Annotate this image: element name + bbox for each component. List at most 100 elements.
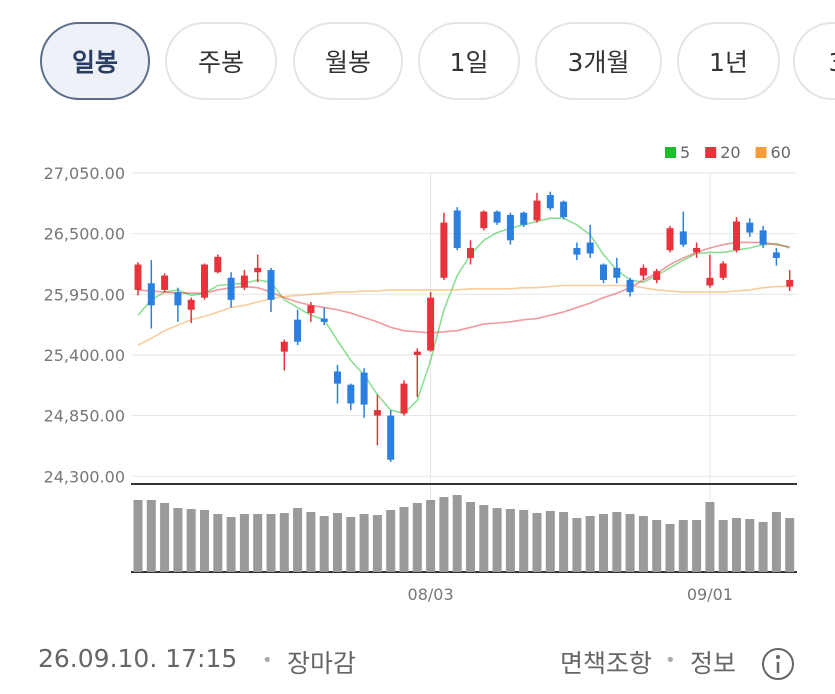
y-tick-label: 26,500.00 (44, 225, 125, 244)
candle-body (626, 279, 634, 293)
moving-average-line (137, 284, 790, 346)
volume-bar (399, 507, 409, 572)
volume-bar (758, 522, 768, 572)
volume-bar (266, 514, 276, 572)
volume-bar (452, 495, 462, 572)
candle-body (440, 222, 448, 278)
volume-bar (133, 500, 143, 572)
candle-body (453, 210, 461, 248)
volume-bar (293, 508, 303, 572)
volume-bar (173, 508, 183, 572)
candle-body (294, 319, 302, 342)
candle-body (706, 277, 714, 286)
info-link[interactable]: 정보 (690, 649, 737, 678)
candle-body (201, 264, 208, 298)
candle-body (227, 277, 235, 300)
candle-body (666, 228, 674, 251)
volume-bar (505, 509, 515, 572)
candle-body (679, 231, 687, 245)
candle-body (533, 200, 541, 221)
volume-bar (426, 500, 436, 572)
candle-body (573, 247, 581, 255)
candle-body (400, 383, 408, 414)
volume-bar (771, 512, 781, 572)
chart: 27,050.00 26,500.00 25,950.00 25,400.00 24,8… (44, 143, 797, 604)
volume-bar (200, 510, 209, 572)
candle-body (387, 415, 395, 460)
volume-bar (479, 505, 489, 572)
candle-body (267, 270, 275, 300)
candle-body (307, 305, 315, 314)
candle-body (520, 212, 528, 225)
volume-bar (239, 514, 249, 572)
volume-bar (319, 516, 329, 572)
candle-body (161, 275, 169, 290)
volume-bar (545, 511, 555, 572)
candle-body (546, 195, 554, 209)
candle-body (347, 384, 355, 404)
separator: • (262, 650, 273, 671)
volume-bar (585, 516, 595, 572)
volume-bar (492, 508, 502, 572)
footer: 26.09.10. 17:15 • 장마감 면책조항 • 정보 (0, 640, 835, 686)
candle-body (360, 372, 368, 405)
candle-body (493, 211, 501, 223)
market-status: 장마감 (287, 649, 357, 678)
candle-body (320, 318, 328, 322)
y-tick-label: 24,300.00 (44, 467, 125, 486)
candle-body (334, 371, 341, 384)
x-tick-label: 08/03 (408, 585, 454, 604)
candle-body (187, 299, 195, 310)
volume-bar (160, 503, 170, 572)
period-tab[interactable]: 1일 (418, 22, 520, 100)
candle-body (506, 214, 514, 241)
moving-average-line (137, 217, 790, 415)
volume-bar (665, 524, 675, 572)
candle-body (373, 410, 381, 416)
period-tab[interactable]: 3개월 (535, 22, 662, 100)
volume-bar (412, 503, 422, 572)
volume-bar (372, 515, 382, 572)
volume-bar (213, 514, 223, 572)
volume-bar (306, 512, 316, 572)
candle-body (467, 247, 474, 258)
candle-body (174, 292, 182, 306)
y-tick-label: 27,050.00 (44, 164, 125, 183)
disclaimer-link[interactable]: 면책조항 (560, 649, 653, 678)
volume-bar (745, 519, 755, 572)
period-tab[interactable]: 일봉 (40, 22, 150, 100)
volume-bar (692, 520, 702, 572)
legend-label: 20 (720, 143, 740, 162)
period-tab[interactable]: 주봉 (165, 22, 277, 100)
volume-bar (253, 514, 263, 572)
candle-body (613, 267, 621, 278)
candle-body (586, 242, 594, 254)
volume-bar (678, 520, 688, 572)
candle-body (280, 341, 288, 352)
volume-bar (226, 517, 236, 572)
volume-bar (186, 509, 196, 572)
volume-bar (519, 510, 529, 572)
candle-body (639, 267, 647, 276)
volume-bar (532, 513, 542, 572)
candle-body (240, 275, 248, 288)
legend-label: 60 (771, 143, 791, 162)
period-tab[interactable]: 1년 (677, 22, 780, 100)
volume-bar (333, 513, 342, 572)
volume-bar (785, 518, 795, 572)
volume-bar (612, 512, 622, 572)
volume-bar (625, 514, 635, 572)
volume-bar (638, 516, 648, 572)
y-tick-label: 25,950.00 (44, 285, 125, 304)
y-tick-label: 24,850.00 (44, 407, 125, 426)
candle-body (214, 256, 222, 273)
x-tick-label: 09/01 (687, 585, 733, 604)
legend-swatch (665, 147, 676, 158)
info-icon[interactable] (760, 646, 796, 682)
legend-label: 5 (680, 143, 690, 162)
volume-bar (359, 514, 369, 572)
candle-body (560, 201, 568, 218)
period-tab[interactable]: 월봉 (293, 22, 403, 100)
candle-body (759, 230, 767, 245)
